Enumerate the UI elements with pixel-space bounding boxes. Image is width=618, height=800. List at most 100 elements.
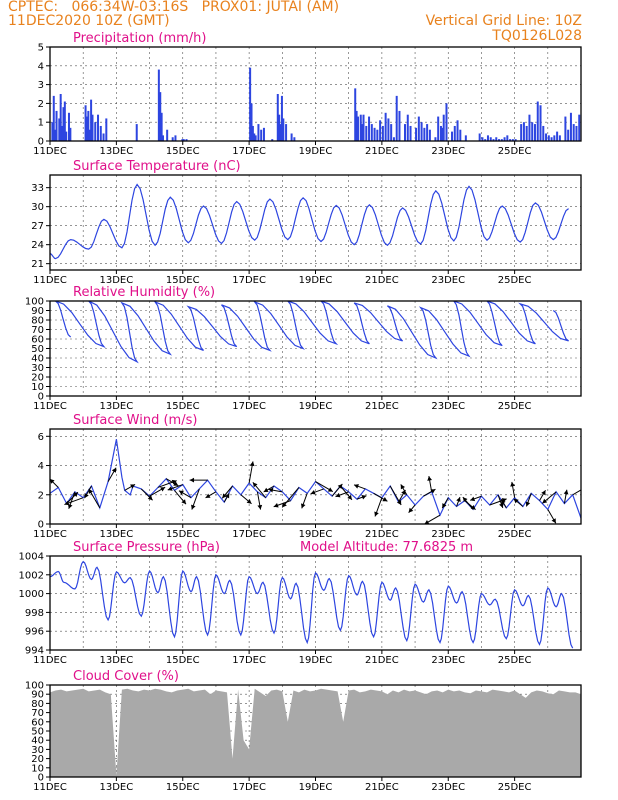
x-tick-label: 11DEC xyxy=(33,782,67,793)
precip-bar xyxy=(278,114,281,141)
x-tick-label: 13DEC xyxy=(100,655,134,666)
panel-title: Surface Wind (m/s) xyxy=(73,413,197,428)
x-tick-label: 23DEC xyxy=(431,655,465,666)
x-tick-label: 23DEC xyxy=(431,782,465,793)
wind-arrow-head xyxy=(224,493,230,499)
x-tick-label: 11DEC xyxy=(33,401,67,412)
precip-bar xyxy=(63,101,66,141)
wind-arrow-head xyxy=(513,498,519,504)
wind-arrow-head xyxy=(361,494,367,500)
precip-bar xyxy=(545,133,548,141)
precip-bar xyxy=(428,129,431,141)
y-tick-label: 33 xyxy=(31,183,44,194)
precip-bar xyxy=(88,129,91,141)
y-tick-label: 1004 xyxy=(19,552,44,563)
x-tick-label: 21DEC xyxy=(365,275,399,286)
precip-bar xyxy=(51,122,54,141)
wind-arrow-head xyxy=(374,511,379,517)
plot-area xyxy=(50,688,581,777)
precip-bar xyxy=(558,135,561,141)
precip-bar xyxy=(361,124,364,141)
precip-bar xyxy=(174,135,177,141)
x-tick-label: 15DEC xyxy=(166,529,200,540)
y-tick-label: 100 xyxy=(25,681,44,692)
wind-arrow-head xyxy=(273,503,279,508)
y-tick-label: 996 xyxy=(25,627,44,638)
x-tick-label: 11DEC xyxy=(33,275,67,286)
wind-arrow-head xyxy=(354,484,359,489)
x-tick-label: 13DEC xyxy=(100,529,134,540)
panel-title: Relative Humidity (%) xyxy=(73,285,215,300)
x-tick-label: 17DEC xyxy=(232,782,266,793)
x-tick-label: 19DEC xyxy=(299,275,333,286)
x-tick-label: 15DEC xyxy=(166,782,200,793)
precip-bar xyxy=(390,124,393,141)
precip-bar xyxy=(509,139,512,141)
precip-bar xyxy=(528,114,531,141)
precip-bar xyxy=(69,127,72,141)
x-tick-label: 23DEC xyxy=(431,275,465,286)
x-tick-label: 25DEC xyxy=(498,401,532,412)
panel-title: Surface Pressure (hPa) xyxy=(73,540,220,555)
wind-arrow-head xyxy=(173,481,179,486)
wind-arrow-head xyxy=(408,507,414,513)
plot-area xyxy=(50,439,581,524)
y-tick-label: 0 xyxy=(38,773,44,784)
y-tick-label: 80 xyxy=(31,699,44,710)
precip-bar xyxy=(355,110,358,141)
precip-bar xyxy=(453,125,456,141)
x-tick-label: 15DEC xyxy=(166,401,200,412)
y-tick-label: 30 xyxy=(31,202,44,213)
precip-bar xyxy=(409,125,412,141)
y-tick-label: 50 xyxy=(31,727,44,738)
panel-0 xyxy=(46,46,608,145)
precip-bar xyxy=(166,129,169,141)
precip-bar xyxy=(84,105,87,141)
precip-bar xyxy=(522,122,525,141)
wind-arrow-head xyxy=(205,493,211,498)
precip-bar xyxy=(55,110,58,141)
wind-arrow-head xyxy=(282,502,287,508)
y-tick-label: 6 xyxy=(38,432,44,443)
precip-bar xyxy=(99,125,102,141)
header-run-id: TQ0126L028 xyxy=(492,28,582,44)
precip-bar xyxy=(105,118,108,141)
temperature-line xyxy=(50,183,569,260)
x-tick-label: 15DEC xyxy=(166,275,200,286)
precip-bar xyxy=(279,124,282,141)
precip-bar xyxy=(90,99,93,141)
precip-bar xyxy=(423,127,426,141)
precip-bar xyxy=(250,103,253,141)
precip-bar xyxy=(547,135,550,141)
wind-arrow-head xyxy=(442,503,447,509)
precip-bar xyxy=(58,118,61,141)
header-grid-note: Vertical Grid Line: 10Z xyxy=(425,13,582,29)
precip-bar xyxy=(253,133,256,141)
wind-arrow-head xyxy=(382,497,388,502)
precip-bar xyxy=(368,116,371,141)
wind-arrow-head xyxy=(181,499,187,505)
wind-arrow-head xyxy=(541,490,546,496)
precip-bar xyxy=(87,110,90,141)
precip-bar xyxy=(600,130,602,141)
precip-bar xyxy=(171,137,174,141)
precip-bar xyxy=(379,120,382,141)
wind-arrow-head xyxy=(160,487,166,492)
precip-bar xyxy=(439,125,442,141)
x-tick-label: 17DEC xyxy=(232,655,266,666)
y-tick-label: 90 xyxy=(31,690,44,701)
precip-bar xyxy=(584,118,586,141)
precip-bar xyxy=(606,135,608,141)
precip-bar xyxy=(539,105,542,141)
precip-bar xyxy=(276,94,279,141)
y-tick-label: 994 xyxy=(25,646,44,657)
precip-bar xyxy=(135,124,138,141)
wind-arrow-head xyxy=(456,497,461,503)
wind-arrow-head xyxy=(347,494,352,500)
precip-bar xyxy=(370,124,373,141)
wind-arrow-head xyxy=(563,489,569,495)
precip-bar xyxy=(282,118,285,141)
panel-3 xyxy=(46,428,582,528)
wind-arrow-head xyxy=(263,487,269,492)
